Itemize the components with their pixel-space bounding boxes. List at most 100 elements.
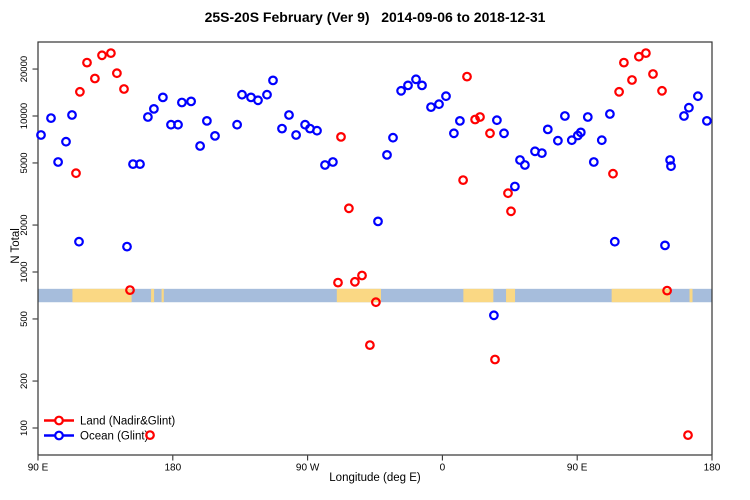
land-point xyxy=(357,270,367,281)
ocean-point xyxy=(396,85,407,96)
ocean-point xyxy=(605,109,615,119)
ocean-point xyxy=(702,115,712,126)
land-point xyxy=(641,48,651,58)
y-tick-label: 100 xyxy=(19,420,30,436)
land-point xyxy=(344,203,354,214)
surface-band-land-segment xyxy=(611,288,671,303)
y-tick-label: 2000 xyxy=(19,214,30,235)
surface-band-land-segment xyxy=(689,288,693,303)
land-point xyxy=(333,277,343,288)
ocean-point xyxy=(36,130,46,140)
ocean-point xyxy=(328,157,338,167)
land-point xyxy=(458,175,469,186)
land-point xyxy=(125,285,135,296)
ocean-point xyxy=(582,112,593,122)
legend-label-ocean: Ocean (Glint) xyxy=(80,431,149,443)
legend-marker-ocean xyxy=(54,430,64,441)
ocean-point xyxy=(195,141,206,151)
land-point xyxy=(619,57,629,68)
y-tick-label: 10000 xyxy=(19,103,30,129)
x-axis-label: Longitude (deg E) xyxy=(329,472,421,484)
land-point xyxy=(683,430,693,441)
ocean-point xyxy=(312,125,322,136)
ocean-point xyxy=(388,132,398,143)
land-point xyxy=(608,168,618,179)
legend-label-land: Land (Nadir&Glint) xyxy=(80,416,175,428)
plot-border xyxy=(37,41,713,456)
ocean-point xyxy=(291,130,302,140)
ocean-point xyxy=(609,236,620,247)
ocean-point xyxy=(67,110,77,120)
ocean-point xyxy=(666,161,676,172)
ocean-point xyxy=(74,236,84,247)
ocean-point xyxy=(268,75,278,86)
land-point xyxy=(614,86,624,97)
ocean-point xyxy=(455,115,465,126)
land-point xyxy=(662,285,672,296)
land-point xyxy=(89,73,100,84)
ocean-point xyxy=(262,89,272,100)
land-point xyxy=(470,114,481,125)
land-point xyxy=(462,71,472,82)
ocean-point xyxy=(253,95,263,106)
land-point xyxy=(648,69,658,79)
ocean-point xyxy=(201,115,212,126)
y-axis-label: N Total xyxy=(10,228,22,264)
ocean-point xyxy=(520,160,530,170)
x-tick-label: 90 E xyxy=(28,463,49,474)
x-tick-label: 0 xyxy=(440,463,446,474)
land-point xyxy=(336,131,346,142)
x-tick-label: 90 W xyxy=(296,463,320,474)
surface-band-land-segment xyxy=(72,288,132,303)
land-point xyxy=(627,75,637,85)
ocean-point xyxy=(693,91,703,102)
ocean-point xyxy=(542,124,553,135)
ocean-point xyxy=(537,148,547,159)
land-point xyxy=(74,86,85,97)
ocean-point xyxy=(660,240,670,251)
y-tick-label: 1000 xyxy=(19,261,30,282)
ocean-point xyxy=(492,115,502,126)
ocean-point xyxy=(426,102,436,112)
surface-band-land-segment xyxy=(161,288,164,303)
surface-band-land-segment xyxy=(151,288,155,303)
land-point xyxy=(82,57,92,68)
ocean-point xyxy=(284,110,294,120)
ocean-point xyxy=(596,135,607,146)
ocean-point xyxy=(679,111,689,121)
ocean-point xyxy=(210,130,220,141)
ocean-point xyxy=(320,160,330,170)
ocean-point xyxy=(684,102,694,113)
ocean-point xyxy=(434,99,444,110)
x-tick-label: 180 xyxy=(704,463,721,474)
land-point xyxy=(475,112,485,122)
legend-marker-land xyxy=(54,415,64,426)
ocean-point xyxy=(186,96,197,107)
ocean-point xyxy=(53,157,63,167)
ocean-point xyxy=(411,74,421,85)
land-point xyxy=(145,430,155,441)
ocean-point xyxy=(575,127,586,138)
land-point xyxy=(105,48,116,58)
ocean-point xyxy=(499,128,509,139)
ocean-point xyxy=(560,111,570,121)
land-point xyxy=(365,340,375,351)
x-tick-label: 180 xyxy=(164,463,181,474)
land-point xyxy=(119,84,129,94)
ocean-point xyxy=(142,112,153,122)
ocean-point xyxy=(515,155,525,165)
land-point xyxy=(503,188,513,199)
ocean-point xyxy=(382,149,392,160)
ocean-point xyxy=(157,92,168,103)
ocean-point xyxy=(553,135,563,146)
ocean-point xyxy=(173,119,183,130)
y-tick-label: 200 xyxy=(19,373,30,389)
chart-title: 25S-20S February (Ver 9) 2014-09-06 to 2… xyxy=(204,9,546,25)
land-point xyxy=(490,354,500,365)
ocean-point xyxy=(403,80,413,91)
land-point xyxy=(485,128,495,139)
land-point xyxy=(350,276,360,287)
ocean-point xyxy=(441,91,451,102)
land-point xyxy=(71,168,81,179)
